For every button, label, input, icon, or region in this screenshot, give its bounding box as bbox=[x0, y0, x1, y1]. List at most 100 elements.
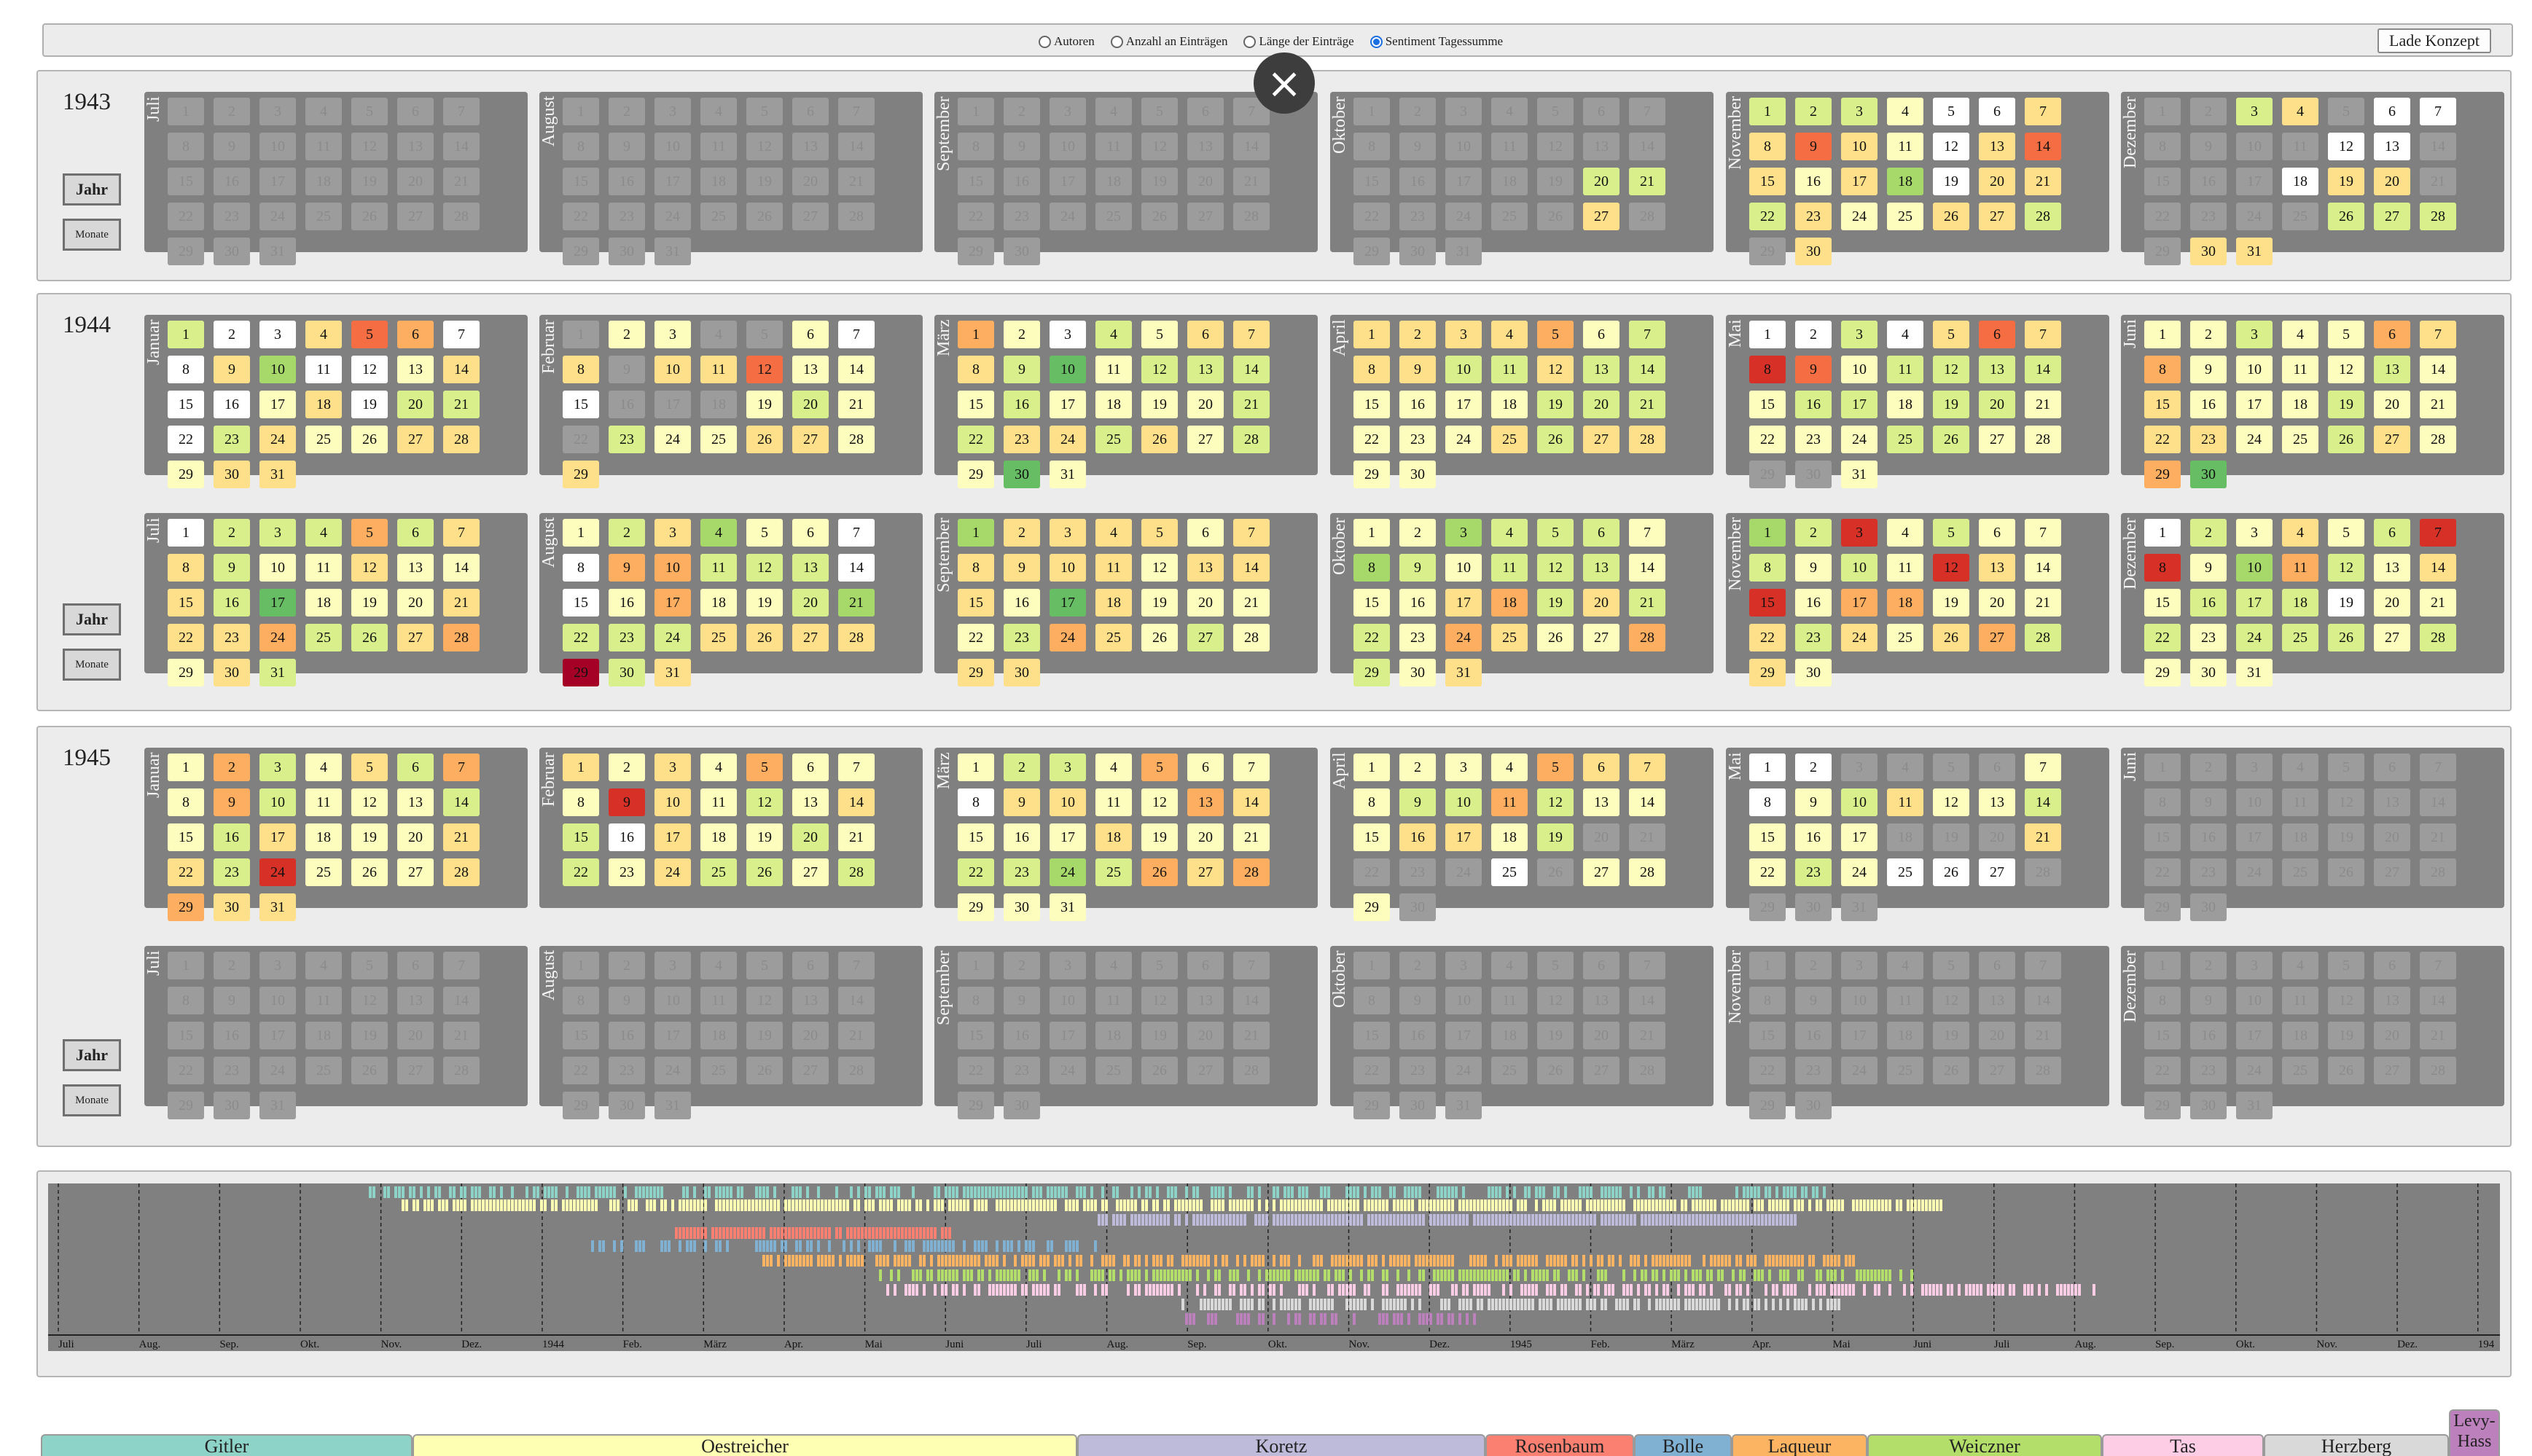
day-cell[interactable]: 18 bbox=[2282, 589, 2318, 617]
year-view-button[interactable]: Jahr bbox=[63, 603, 121, 635]
day-cell[interactable]: 14 bbox=[2420, 356, 2456, 383]
day-cell[interactable]: 23 bbox=[1795, 426, 1832, 453]
day-cell[interactable]: 24 bbox=[1841, 858, 1877, 886]
day-cell[interactable]: 3 bbox=[1050, 754, 1086, 781]
day-cell[interactable]: 25 bbox=[1887, 426, 1923, 453]
day-cell[interactable]: 9 bbox=[1399, 554, 1436, 582]
day-cell[interactable]: 6 bbox=[2374, 321, 2410, 348]
day-cell[interactable]: 10 bbox=[2236, 356, 2273, 383]
day-cell[interactable]: 12 bbox=[351, 554, 388, 582]
day-cell[interactable]: 6 bbox=[1583, 321, 1619, 348]
day-cell[interactable]: 7 bbox=[2025, 754, 2061, 781]
radio-option-1[interactable]: Anzahl an Einträgen bbox=[1110, 34, 1227, 49]
day-cell[interactable]: 28 bbox=[443, 426, 480, 453]
day-cell[interactable]: 10 bbox=[1841, 554, 1877, 582]
legend-item-laqueur[interactable]: Laqueur bbox=[1732, 1434, 1867, 1456]
day-cell[interactable]: 31 bbox=[1445, 659, 1482, 686]
day-cell[interactable]: 5 bbox=[1141, 754, 1178, 781]
day-cell[interactable]: 14 bbox=[838, 356, 875, 383]
day-cell[interactable]: 20 bbox=[1583, 589, 1619, 617]
day-cell[interactable]: 30 bbox=[1004, 893, 1040, 921]
day-cell[interactable]: 12 bbox=[1537, 554, 1574, 582]
legend-item-herzberg[interactable]: Herzberg bbox=[2264, 1434, 2449, 1456]
day-cell[interactable]: 28 bbox=[2420, 624, 2456, 651]
day-cell[interactable]: 8 bbox=[958, 554, 994, 582]
day-cell[interactable]: 5 bbox=[351, 754, 388, 781]
day-cell[interactable]: 19 bbox=[1141, 589, 1178, 617]
day-cell[interactable]: 3 bbox=[655, 519, 691, 547]
day-cell[interactable]: 5 bbox=[1933, 519, 1969, 547]
day-cell[interactable]: 5 bbox=[2328, 519, 2364, 547]
day-cell[interactable]: 19 bbox=[1933, 168, 1969, 195]
day-cell[interactable]: 25 bbox=[1491, 858, 1528, 886]
day-cell[interactable]: 9 bbox=[214, 554, 250, 582]
day-cell[interactable]: 4 bbox=[305, 321, 342, 348]
day-cell[interactable]: 27 bbox=[1187, 426, 1224, 453]
day-cell[interactable]: 10 bbox=[2236, 554, 2273, 582]
day-cell[interactable]: 15 bbox=[2144, 589, 2181, 617]
day-cell[interactable]: 2 bbox=[1004, 754, 1040, 781]
day-cell[interactable]: 24 bbox=[2236, 624, 2273, 651]
day-cell[interactable]: 29 bbox=[563, 659, 599, 686]
day-cell[interactable]: 23 bbox=[214, 426, 250, 453]
day-cell[interactable]: 31 bbox=[1050, 461, 1086, 488]
day-cell[interactable]: 18 bbox=[1491, 391, 1528, 418]
day-cell[interactable]: 16 bbox=[214, 391, 250, 418]
day-cell[interactable]: 23 bbox=[1004, 426, 1040, 453]
day-cell[interactable]: 21 bbox=[2025, 823, 2061, 851]
day-cell[interactable]: 17 bbox=[1445, 391, 1482, 418]
radio-button[interactable] bbox=[1110, 35, 1123, 48]
day-cell[interactable]: 1 bbox=[168, 519, 204, 547]
day-cell[interactable]: 6 bbox=[1187, 519, 1224, 547]
day-cell[interactable]: 4 bbox=[1491, 754, 1528, 781]
day-cell[interactable]: 7 bbox=[1233, 519, 1270, 547]
day-cell[interactable]: 13 bbox=[397, 554, 434, 582]
day-cell[interactable]: 20 bbox=[397, 589, 434, 617]
day-cell[interactable]: 18 bbox=[2282, 391, 2318, 418]
day-cell[interactable]: 22 bbox=[1353, 624, 1390, 651]
day-cell[interactable]: 25 bbox=[700, 858, 737, 886]
day-cell[interactable]: 23 bbox=[1795, 858, 1832, 886]
day-cell[interactable]: 12 bbox=[1537, 788, 1574, 816]
day-cell[interactable]: 24 bbox=[1050, 624, 1086, 651]
day-cell[interactable]: 7 bbox=[838, 321, 875, 348]
day-cell[interactable]: 23 bbox=[1795, 203, 1832, 230]
day-cell[interactable]: 22 bbox=[2144, 624, 2181, 651]
day-cell[interactable]: 19 bbox=[1933, 391, 1969, 418]
day-cell[interactable]: 28 bbox=[1629, 858, 1665, 886]
day-cell[interactable]: 27 bbox=[1979, 203, 2015, 230]
day-cell[interactable]: 12 bbox=[746, 356, 783, 383]
day-cell[interactable]: 20 bbox=[2374, 391, 2410, 418]
day-cell[interactable]: 24 bbox=[1841, 203, 1877, 230]
day-cell[interactable]: 28 bbox=[1629, 426, 1665, 453]
day-cell[interactable]: 17 bbox=[259, 589, 296, 617]
day-cell[interactable]: 21 bbox=[2420, 391, 2456, 418]
day-cell[interactable]: 26 bbox=[1933, 624, 1969, 651]
day-cell[interactable]: 1 bbox=[958, 321, 994, 348]
radio-button[interactable] bbox=[1039, 35, 1051, 48]
day-cell[interactable]: 6 bbox=[792, 519, 829, 547]
day-cell[interactable]: 18 bbox=[1491, 823, 1528, 851]
day-cell[interactable]: 22 bbox=[563, 858, 599, 886]
day-cell[interactable]: 28 bbox=[838, 858, 875, 886]
day-cell[interactable]: 20 bbox=[2374, 168, 2410, 195]
year-view-button[interactable]: Jahr bbox=[63, 173, 121, 206]
day-cell[interactable]: 13 bbox=[1187, 356, 1224, 383]
day-cell[interactable]: 11 bbox=[700, 788, 737, 816]
day-cell[interactable]: 12 bbox=[746, 554, 783, 582]
day-cell[interactable]: 22 bbox=[958, 426, 994, 453]
day-cell[interactable]: 3 bbox=[1445, 754, 1482, 781]
day-cell[interactable]: 8 bbox=[1749, 133, 1786, 160]
day-cell[interactable]: 23 bbox=[609, 426, 645, 453]
day-cell[interactable]: 12 bbox=[1141, 788, 1178, 816]
day-cell[interactable]: 10 bbox=[1050, 356, 1086, 383]
day-cell[interactable]: 16 bbox=[1795, 168, 1832, 195]
day-cell[interactable]: 21 bbox=[2025, 168, 2061, 195]
day-cell[interactable]: 2 bbox=[1004, 321, 1040, 348]
day-cell[interactable]: 16 bbox=[214, 823, 250, 851]
legend-item-koretz[interactable]: Koretz bbox=[1077, 1434, 1485, 1456]
day-cell[interactable]: 18 bbox=[700, 823, 737, 851]
day-cell[interactable]: 18 bbox=[305, 589, 342, 617]
day-cell[interactable]: 27 bbox=[1979, 426, 2015, 453]
day-cell[interactable]: 30 bbox=[1004, 461, 1040, 488]
